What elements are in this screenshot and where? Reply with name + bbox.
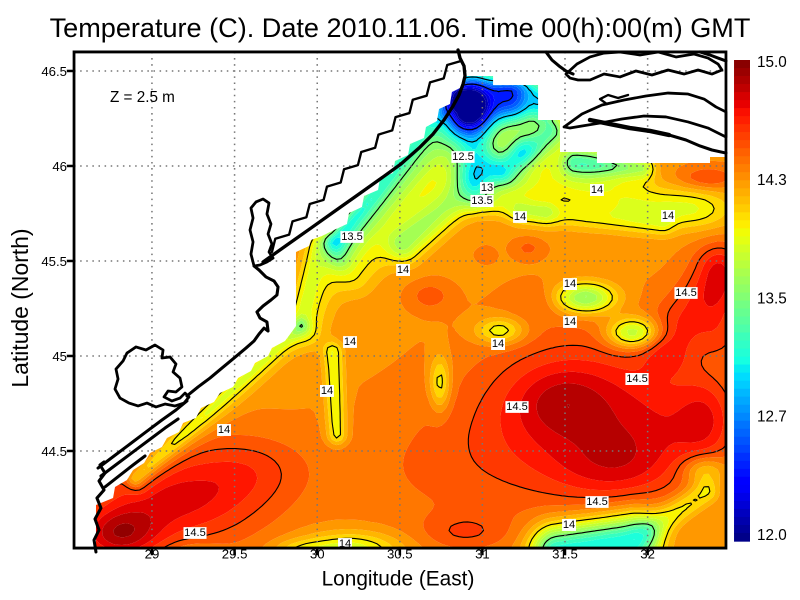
svg-text:14.5: 14.5 [675,287,697,299]
svg-text:14.3: 14.3 [757,172,787,189]
svg-text:Latitude (North): Latitude (North) [7,228,33,387]
svg-text:14: 14 [662,210,674,222]
svg-text:29: 29 [145,546,160,561]
svg-text:46: 46 [52,159,67,174]
svg-text:14: 14 [492,338,504,350]
svg-text:14.5: 14.5 [506,401,528,413]
svg-text:45: 45 [52,349,67,364]
svg-text:14: 14 [218,424,230,436]
svg-text:Temperature (C). Date 2010.11.: Temperature (C). Date 2010.11.06. Time 0… [50,12,751,43]
svg-text:14: 14 [344,336,356,348]
svg-text:44.5: 44.5 [41,444,67,459]
svg-text:14: 14 [591,184,603,196]
svg-text:14: 14 [564,316,576,328]
svg-text:29.5: 29.5 [222,546,248,561]
svg-text:14: 14 [514,211,526,223]
svg-text:45.5: 45.5 [41,254,67,269]
svg-text:14.5: 14.5 [626,373,648,385]
svg-text:12.5: 12.5 [452,151,474,163]
svg-text:13.5: 13.5 [471,195,493,207]
svg-text:30: 30 [310,546,325,561]
svg-text:14: 14 [563,519,575,531]
svg-text:46.5: 46.5 [41,64,67,79]
svg-text:13.5: 13.5 [341,231,363,243]
svg-text:12.0: 12.0 [757,527,787,544]
svg-text:14.5: 14.5 [586,496,608,508]
svg-text:30.5: 30.5 [387,546,413,561]
svg-text:31: 31 [475,546,490,561]
svg-text:14.5: 14.5 [184,527,206,539]
svg-text:31.5: 31.5 [552,546,578,561]
svg-text:32: 32 [640,546,655,561]
svg-text:14: 14 [321,385,333,397]
svg-text:12.7: 12.7 [757,409,787,426]
svg-text:15.0: 15.0 [757,54,787,71]
svg-text:13.5: 13.5 [757,290,787,307]
svg-text:14: 14 [564,278,576,290]
svg-text:Z = 2.5 m: Z = 2.5 m [110,89,175,106]
svg-text:14: 14 [397,264,409,276]
svg-text:13: 13 [481,182,493,194]
svg-text:Longitude (East): Longitude (East) [322,567,475,590]
